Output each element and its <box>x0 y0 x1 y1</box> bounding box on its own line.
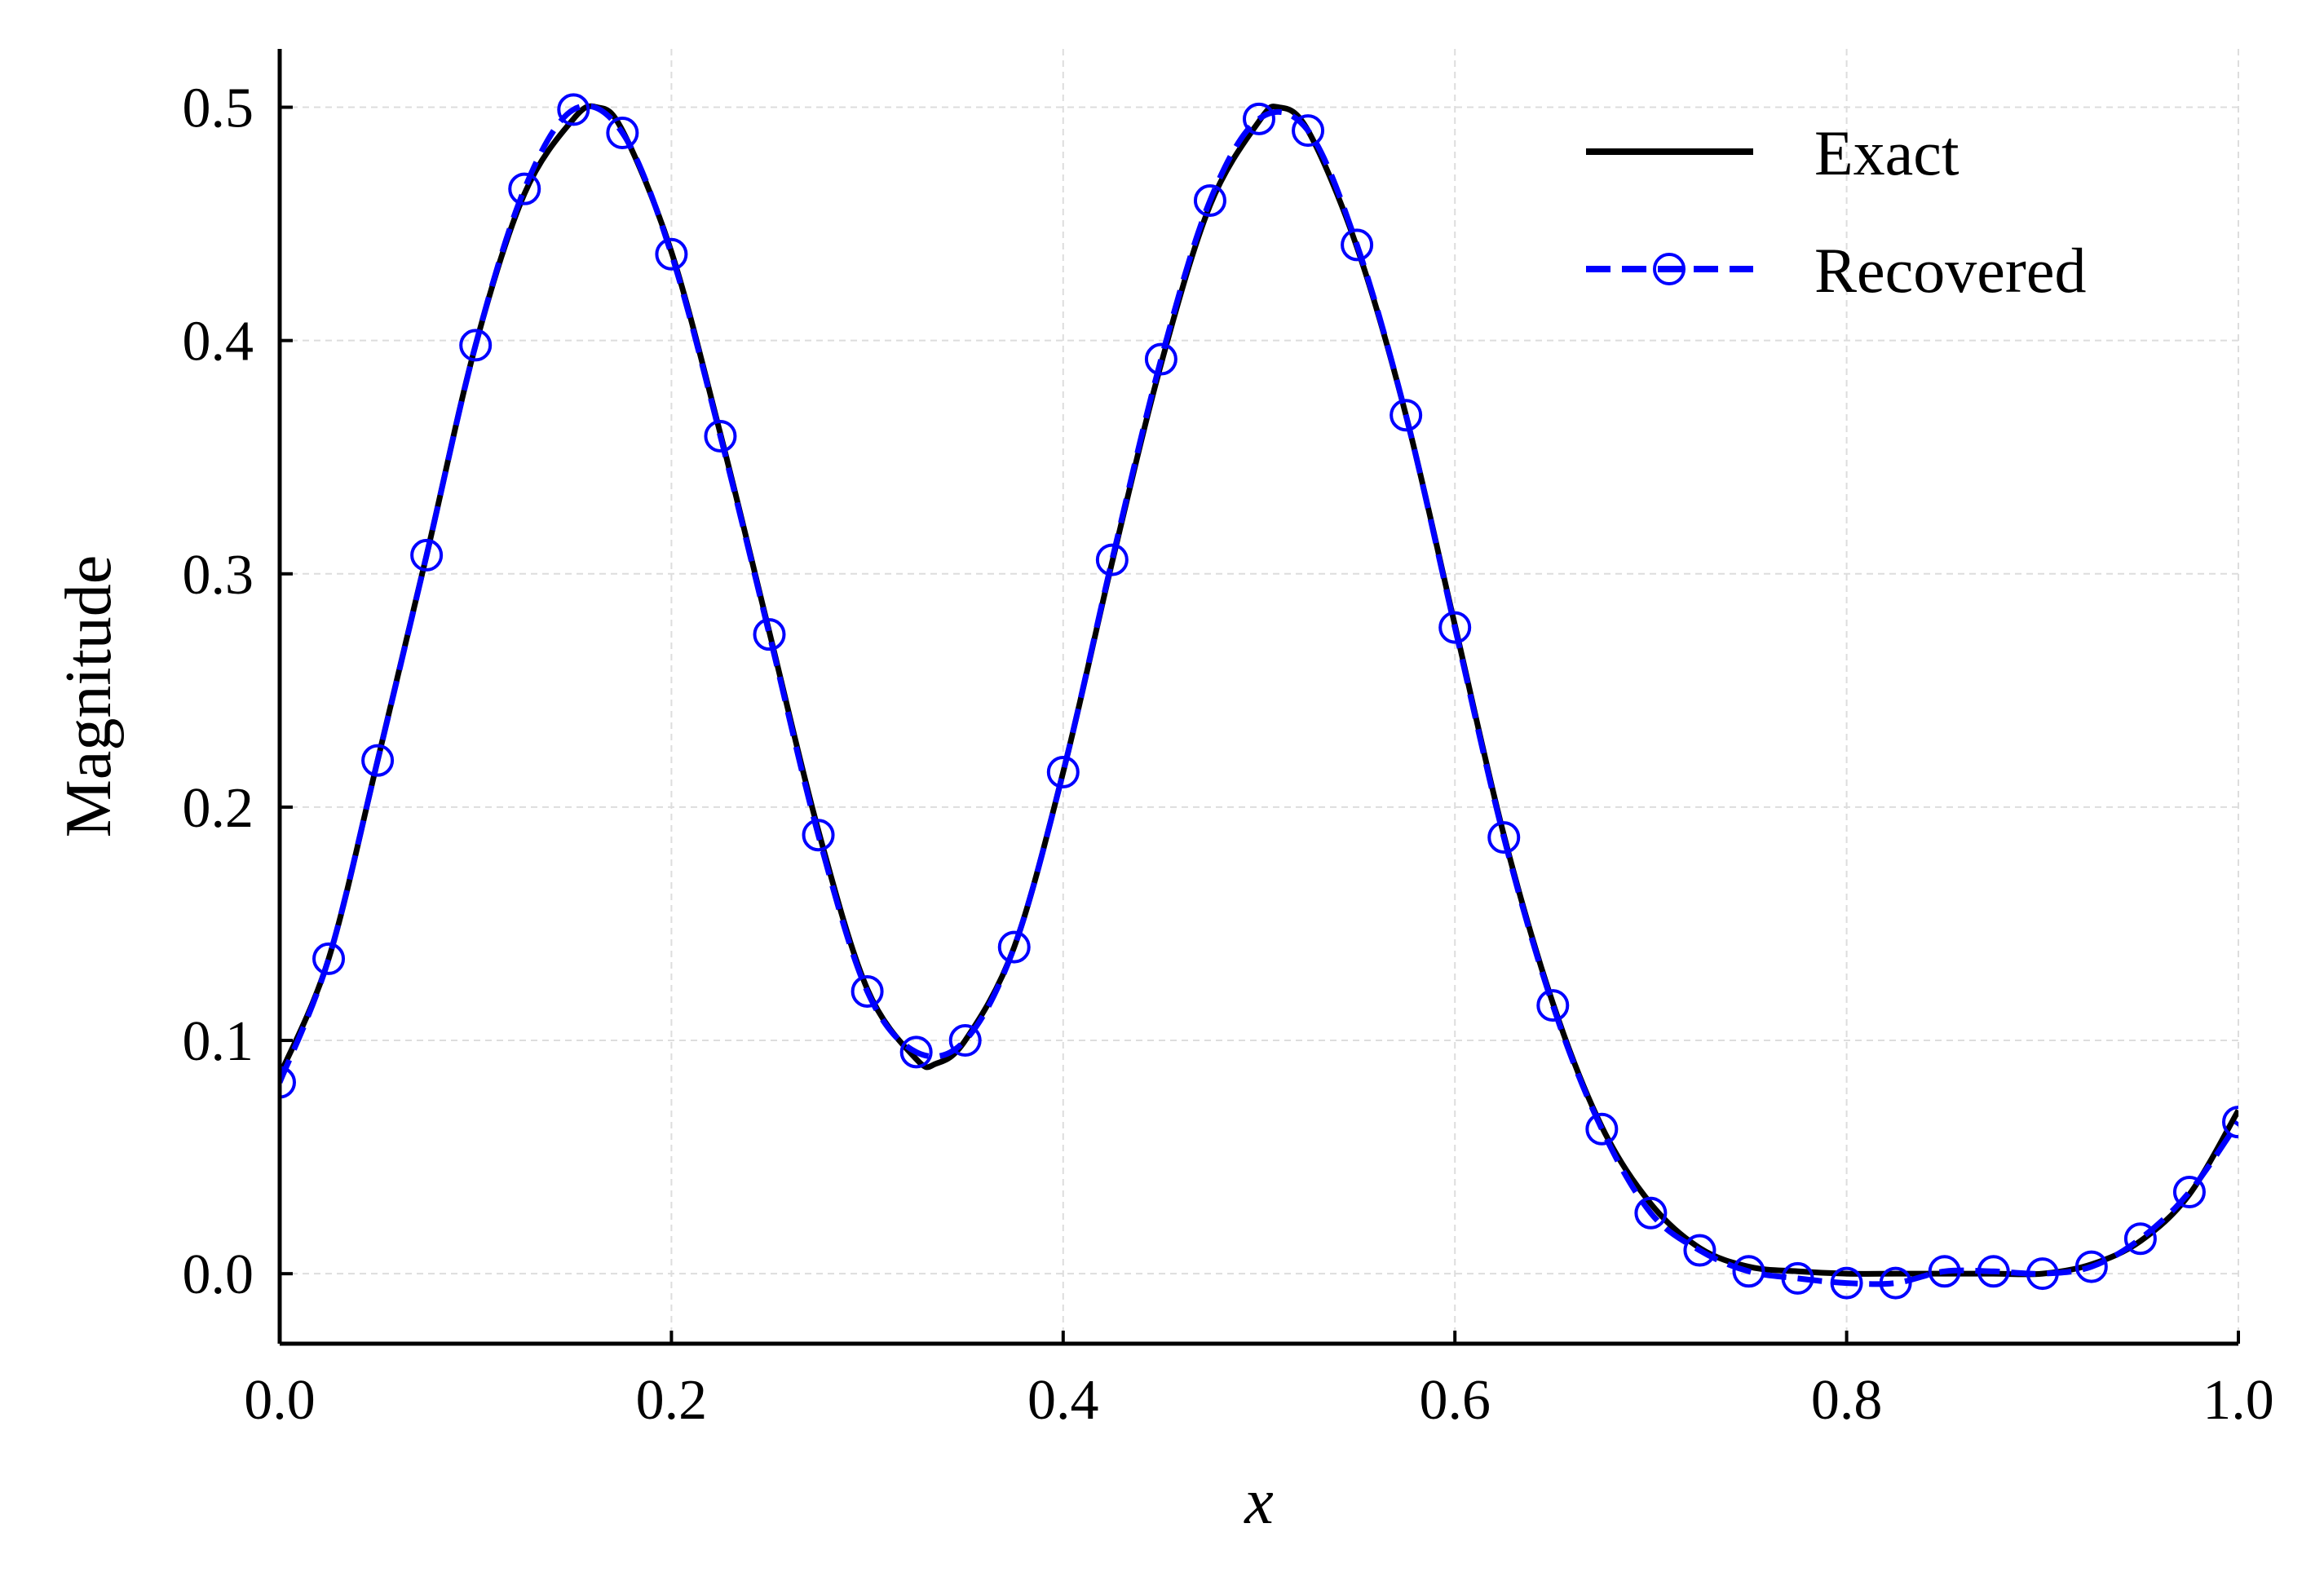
y-tick-label: 0.2 <box>183 777 254 840</box>
data-point-recovered <box>1683 1234 1716 1267</box>
y-tick-label: 0.3 <box>183 544 254 607</box>
data-point-recovered <box>1928 1255 1961 1288</box>
data-point-recovered <box>899 1035 933 1069</box>
legend-label-recovered: Recovered <box>1814 235 2086 306</box>
y-tick-label: 0.1 <box>183 1010 254 1073</box>
series-line-exact <box>280 103 2238 1278</box>
data-point-recovered <box>1830 1266 1863 1300</box>
data-point-recovered <box>1144 342 1177 376</box>
x-axis-label: x <box>1244 1466 1274 1538</box>
legend-label-exact: Exact <box>1814 117 1959 188</box>
data-point-recovered <box>948 1024 982 1058</box>
data-point-recovered <box>312 942 346 975</box>
data-point-recovered <box>508 172 541 205</box>
data-point-recovered <box>704 419 737 453</box>
data-point-recovered <box>1781 1261 1814 1295</box>
data-point-recovered <box>1879 1266 1912 1300</box>
data-point-recovered <box>2074 1250 2108 1283</box>
legend-marker-recovered <box>1653 253 1686 285</box>
data-point-recovered <box>655 237 688 271</box>
data-point-recovered <box>2026 1257 2059 1291</box>
data-point-recovered <box>753 618 786 651</box>
data-point-recovered <box>2172 1176 2206 1209</box>
data-point-recovered <box>1095 543 1129 576</box>
data-point-recovered <box>1438 611 1472 644</box>
ticks: 0.0 0.2 0.4 0.6 0.8 1.0 0.0 0.1 0.2 0.3 0.4 0.5 <box>183 77 2274 1432</box>
data-point-recovered <box>1046 755 1080 788</box>
data-point-recovered <box>606 117 639 150</box>
data-point-recovered <box>361 744 395 777</box>
legend: Exact Recovered <box>1586 117 2086 306</box>
data-point-recovered <box>557 93 590 126</box>
x-tick-label: 1.0 <box>2202 1369 2274 1432</box>
data-point-recovered <box>2123 1222 2157 1256</box>
data-point-recovered <box>1487 821 1521 854</box>
data-point-recovered <box>459 329 493 362</box>
data-point-recovered <box>1732 1255 1765 1288</box>
y-tick-label: 0.5 <box>183 77 254 140</box>
x-tick-label: 0.0 <box>244 1369 316 1432</box>
data-point-recovered <box>1292 114 1325 148</box>
data-point-recovered <box>1536 989 1570 1022</box>
x-tick-label: 0.6 <box>1419 1369 1491 1432</box>
x-tick-label: 0.2 <box>636 1369 708 1432</box>
y-tick-label: 0.4 <box>183 311 254 373</box>
series-line-recovered <box>280 103 2238 1287</box>
data-point-recovered <box>280 1066 296 1099</box>
data-point-recovered <box>1193 183 1226 217</box>
x-tick-label: 0.8 <box>1811 1369 1883 1432</box>
y-tick-label: 0.0 <box>183 1243 254 1306</box>
y-axis-label: Magnitude <box>53 555 125 838</box>
data-point-recovered <box>2222 1106 2238 1139</box>
data-point-recovered <box>997 930 1031 964</box>
data-point-recovered <box>410 538 444 572</box>
axes <box>277 49 2238 1346</box>
data-point-recovered <box>1390 399 1423 432</box>
x-tick-label: 0.4 <box>1027 1369 1099 1432</box>
data-point-recovered <box>1341 228 1374 262</box>
data-point-recovered <box>802 819 835 852</box>
data-point-recovered <box>851 974 884 1008</box>
data-point-recovered <box>1585 1112 1619 1146</box>
plot-area <box>280 93 2238 1300</box>
data-point-recovered <box>1634 1196 1668 1230</box>
data-point-recovered <box>1243 102 1275 135</box>
data-point-recovered <box>1977 1255 2010 1288</box>
